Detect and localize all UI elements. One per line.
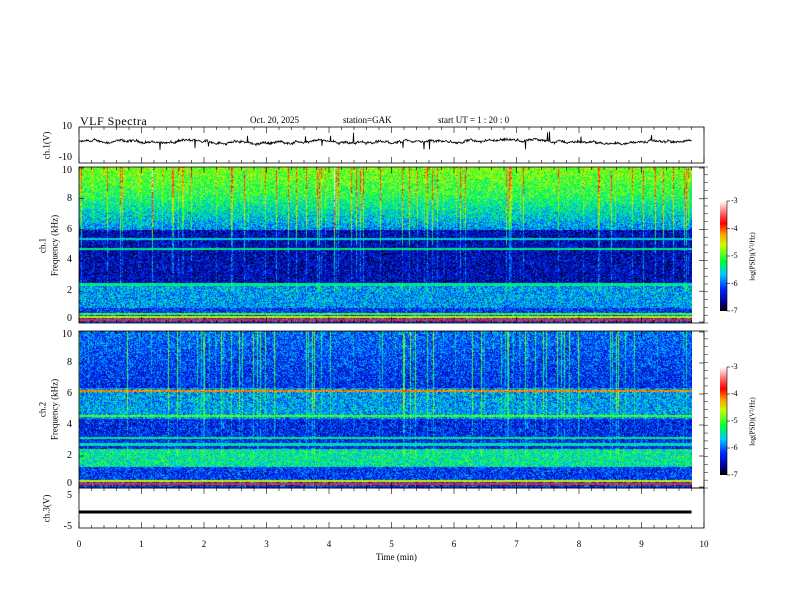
figure-title: VLF Spectra — [80, 114, 148, 128]
y-axis-label-frequency: Frequency (kHz) — [49, 378, 60, 441]
colorbar-tick-label: -4 — [731, 223, 738, 233]
start-ut-label: start UT = 1 : 20 : 0 — [438, 115, 510, 125]
y-tick-label: 6 — [67, 223, 72, 235]
colorbar-tick-label: -6 — [731, 278, 738, 288]
y-tick-label: -5 — [63, 521, 72, 532]
y-tick-label: 0 — [67, 313, 72, 324]
x-tick-label: 0 — [76, 539, 82, 549]
y-tick-label: 8 — [67, 357, 72, 368]
panel-frame-ch1-spectrogram — [78, 166, 705, 324]
ch1-waveform-line — [78, 131, 692, 150]
colorbar-tick-label: -5 — [731, 416, 738, 425]
y-tick-label: 5 — [67, 490, 72, 501]
x-tick-label: 3 — [264, 539, 269, 549]
x-tick-label: 7 — [514, 539, 519, 549]
ch2-colorbar — [720, 367, 727, 475]
y-axis-label-frequency: Frequency (kHz) — [49, 214, 60, 276]
colorbar-tick-label: -3 — [731, 196, 738, 205]
colorbar-label: log(PSD)(V²/Hz) — [748, 231, 757, 281]
y-tick-label: 4 — [67, 254, 72, 266]
x-tick-label: 9 — [639, 539, 644, 549]
y-tick-label: 10 — [62, 329, 72, 340]
colorbar-tick-label: -4 — [731, 389, 738, 398]
ch1-colorbar — [720, 201, 727, 311]
y-tick-label: 6 — [67, 388, 72, 399]
panel-frame-ch2-spectrogram — [78, 330, 705, 489]
y-tick-label: 4 — [67, 419, 72, 430]
colorbar-label: log(PSD)(V²/Hz) — [748, 396, 757, 446]
y-tick-label: 10 — [62, 121, 72, 132]
y-tick-label: 2 — [67, 285, 72, 297]
date-label: Oct. 20, 2025 — [250, 115, 299, 125]
x-tick-label: 2 — [201, 539, 207, 549]
y-axis-label-channel: ch.2 — [37, 401, 48, 418]
x-tick-label: 5 — [389, 539, 394, 549]
station-label: station=GAK — [343, 115, 392, 125]
colorbar-tick-label: -7 — [731, 470, 738, 479]
ch1-spectrogram-heatmap — [79, 167, 692, 323]
y-axis-label-ch3: ch.3(V) — [41, 494, 52, 522]
colorbar-tick-label: -6 — [731, 443, 738, 452]
x-tick-label: 4 — [326, 539, 332, 549]
x-tick-label: 1 — [139, 539, 144, 549]
colorbar-tick-label: -3 — [731, 362, 738, 371]
colorbar-tick-label: -7 — [731, 306, 738, 315]
x-axis-label: Time (min) — [376, 552, 417, 562]
x-tick-label: 8 — [576, 539, 582, 549]
ch2-spectrogram-heatmap — [79, 331, 692, 488]
y-tick-label: 10 — [62, 165, 72, 176]
y-tick-label: 8 — [67, 192, 72, 204]
y-axis-label-ch1: ch.1(V) — [41, 131, 52, 159]
y-tick-label: 0 — [67, 478, 72, 489]
y-axis-label-channel: ch.1 — [37, 237, 48, 253]
ch3-waveform-line — [79, 510, 692, 514]
x-tick-label: 10 — [699, 539, 709, 549]
y-tick-label: -10 — [58, 152, 72, 163]
y-tick-label: 2 — [67, 450, 72, 461]
colorbar-tick-label: -5 — [731, 251, 738, 260]
x-tick-label: 6 — [451, 539, 457, 549]
